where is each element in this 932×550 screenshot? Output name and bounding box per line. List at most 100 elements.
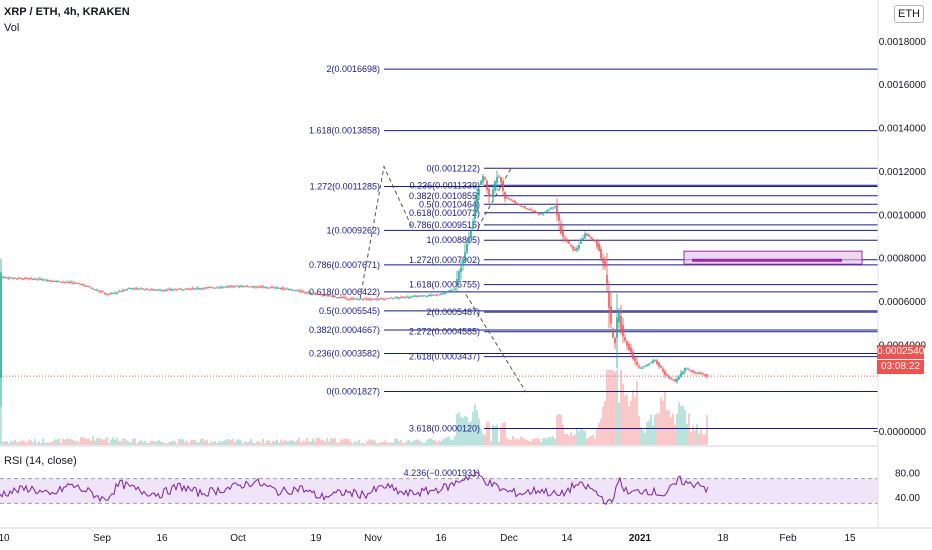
candle-body [2,277,4,279]
volume-bar [268,440,270,445]
volume-bar [588,437,590,445]
volume-bar [344,438,346,445]
volume-bar [76,440,78,445]
volume-bar [0,370,2,445]
candle-body [326,294,328,296]
price-tick-label: 0.0010000 [879,210,927,221]
candle-body [500,177,502,183]
candle-body [410,296,412,298]
volume-bar [688,413,690,445]
volume-bar [240,440,242,445]
candle-body [62,281,64,283]
volume-bar [518,439,520,445]
candle-body [190,288,192,290]
volume-bar [560,414,562,445]
candle-body [186,288,188,290]
candle-body [114,292,116,294]
candle-body [308,291,310,294]
volume-bar [226,439,228,445]
candle-body [508,198,510,200]
candle-body [154,289,156,291]
time-tick-label: 15 [844,533,856,544]
volume-bar [628,406,630,445]
volume-bar [484,435,486,445]
volume-bar [166,443,168,445]
volume-bar [402,442,404,445]
candle-body [450,290,452,292]
volume-bar [174,441,176,445]
fib-extension-label: 4.236(−0.0001931) [404,468,480,478]
candle-body [274,287,276,289]
volume-bar [250,438,252,445]
volume-bar [66,438,68,445]
candle-body [606,275,608,284]
candle-body [394,297,396,299]
volume-bar [8,442,10,445]
candle-body [352,298,354,300]
volume-bar [88,438,90,445]
candle-body [396,297,398,299]
candle-body [270,287,272,289]
volume-bar [448,436,450,445]
volume-bar [440,441,442,445]
currency-badge[interactable]: ETH [894,5,924,23]
candle-body [244,285,246,287]
volume-bar [68,439,70,445]
volume-bar [378,443,380,445]
candle-body [198,287,200,289]
volume-bar [492,424,494,445]
candle-body [386,298,388,300]
volume-bar [128,441,130,445]
candle-body [16,278,18,280]
candle-body [238,286,240,288]
candle-body [468,237,470,243]
candle-body [510,199,512,201]
volume-bar [488,421,490,445]
candle-body [564,237,566,240]
candle-body [670,377,672,379]
volume-bar [654,414,656,445]
candle-body [364,298,366,300]
volume-bar [442,439,444,445]
volume-bar [352,443,354,445]
volume-bar [264,443,266,445]
price-tick-label: −0.0000000 [873,427,927,438]
volume-bar [536,438,538,445]
volume-bar [106,437,108,445]
volume-bar [452,439,454,445]
candle-body [266,287,268,289]
candle-body [314,293,316,295]
candle-body [638,365,640,368]
candle-body [530,208,532,211]
candle-body [414,295,416,297]
volume-bar [150,440,152,445]
volume-bar [414,439,416,445]
candle-body [336,297,338,299]
candle-body [372,299,374,301]
volume-bar [20,441,22,445]
candle-body [704,374,706,376]
volume-bar [26,442,28,445]
candle-body [12,277,14,279]
volume-bar [144,440,146,445]
candle-body [448,290,450,292]
volume-bar [280,439,282,445]
trend-line [359,164,413,299]
candle-body [622,324,624,337]
candle-body [166,289,168,291]
volume-bar [450,439,452,445]
candle-body [216,287,218,289]
candle-body [404,297,406,299]
time-tick-label: Nov [364,533,382,544]
volume-bar [316,437,318,445]
rsi-band [0,478,878,504]
volume-bar [360,443,362,445]
fib-retracement-label: 0(0.0001827) [326,387,380,397]
volume-bar [668,410,670,445]
candle-body [142,288,144,290]
candle-body [400,296,402,298]
volume-bar [172,440,174,445]
last-price-tag: 0.0002540 [877,345,925,359]
time-tick-label: 10 [0,533,10,544]
